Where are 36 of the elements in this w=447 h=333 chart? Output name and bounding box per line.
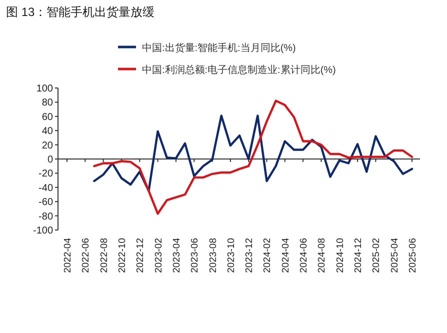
y-tick-label: -20 [38,168,54,180]
line-series [93,114,414,192]
legend-label: 中国:出货量:智能手机:当月同比(%) [142,42,296,54]
y-tick-label: 80 [42,98,54,109]
chart-title: 图 13：智能手机出货量放缓 [6,5,155,19]
x-tick-label: 2024-12 [353,238,364,273]
y-tick-label: 100 [36,84,54,94]
x-tick-label: 2023-02 [153,238,164,273]
x-tick-label: 2024-10 [334,238,346,273]
y-tick-label: 60 [42,112,54,123]
x-tick-label: 2023-04 [171,238,182,273]
line-series [93,100,414,215]
y-tick-label: -100 [32,226,54,236]
x-tick-label: 2023-12 [244,238,256,273]
x-tick-label: 2023-06 [190,238,201,273]
x-tick-label: 2024-08 [316,238,328,273]
x-tick-label: 2024-06 [298,238,310,273]
x-tick-label: 2023-08 [208,238,219,273]
x-tick-label: 2024-02 [262,238,274,273]
y-tick-label: -40 [38,182,54,194]
x-tick-label: 2025-06 [408,238,418,273]
x-tick-label: 2025-02 [371,238,382,273]
x-tick-label: 2022-08 [98,238,110,273]
x-tick-label: 2022-06 [80,238,92,273]
y-tick-label: 40 [42,126,54,138]
x-tick-label: 2023-10 [226,238,237,273]
x-tick-label: 2022-12 [135,238,146,273]
y-tick-label: 20 [42,140,54,152]
y-tick-label: -80 [38,211,54,222]
x-tick-label: 2022-04 [62,238,74,273]
x-tick-label: 2025-04 [389,238,400,273]
legend-label: 中国:利润总额:电子信息制造业:累计同比(%) [142,64,336,76]
x-tick-label: 2022-10 [116,238,128,273]
y-tick-label: -60 [38,197,54,208]
y-tick-label: 0 [47,154,54,166]
x-tick-label: 2024-04 [280,238,292,273]
